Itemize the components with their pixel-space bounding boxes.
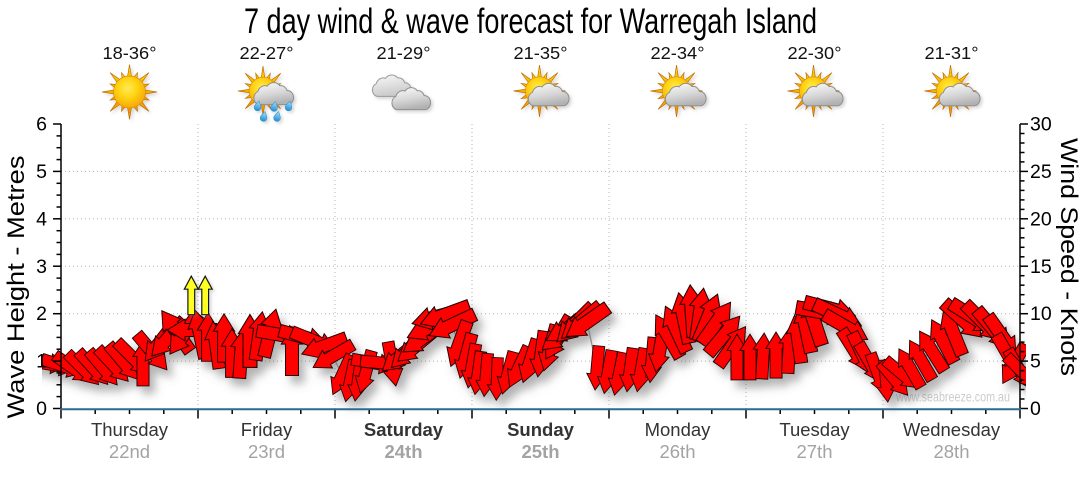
svg-text:7 day wind & wave forecast for: 7 day wind & wave forecast for Warregah … [244, 2, 817, 41]
svg-text:18-36°: 18-36° [103, 43, 157, 63]
svg-text:4: 4 [36, 208, 47, 230]
svg-text:www.seabreeze.com.au: www.seabreeze.com.au [895, 389, 1010, 405]
svg-text:Saturday: Saturday [364, 419, 444, 440]
svg-text:22-30°: 22-30° [788, 43, 842, 63]
svg-text:10: 10 [1030, 303, 1052, 325]
svg-text:Monday: Monday [645, 419, 712, 440]
svg-text:27th: 27th [796, 441, 832, 462]
svg-text:3: 3 [36, 256, 47, 278]
svg-text:30: 30 [1030, 114, 1052, 136]
svg-text:Sunday: Sunday [507, 419, 575, 440]
svg-text:5: 5 [36, 161, 47, 183]
svg-text:28th: 28th [933, 441, 969, 462]
svg-text:15: 15 [1030, 256, 1052, 278]
svg-text:22nd: 22nd [109, 441, 150, 462]
svg-text:Friday: Friday [241, 419, 293, 440]
svg-text:0: 0 [36, 398, 47, 420]
svg-text:21-31°: 21-31° [925, 43, 979, 63]
svg-text:22-34°: 22-34° [651, 43, 705, 63]
svg-text:20: 20 [1030, 208, 1052, 230]
svg-text:Thursday: Thursday [91, 419, 169, 440]
svg-text:25th: 25th [521, 441, 559, 462]
svg-text:2: 2 [36, 303, 47, 325]
svg-text:22-27°: 22-27° [240, 43, 294, 63]
svg-text:26th: 26th [659, 441, 695, 462]
svg-text:21-29°: 21-29° [377, 43, 431, 63]
svg-text:Tuesday: Tuesday [779, 419, 850, 440]
svg-text:Wave Height - Metres: Wave Height - Metres [3, 156, 30, 419]
svg-text:24th: 24th [384, 441, 422, 462]
svg-text:21-35°: 21-35° [514, 43, 568, 63]
svg-text:Wind Speed - Knots: Wind Speed - Knots [1055, 138, 1080, 376]
svg-text:1: 1 [36, 351, 47, 373]
svg-text:5: 5 [1030, 351, 1041, 373]
svg-text:25: 25 [1030, 161, 1052, 183]
svg-text:23rd: 23rd [248, 441, 285, 462]
svg-text:6: 6 [36, 114, 47, 136]
svg-text:0: 0 [1030, 398, 1041, 420]
svg-text:Wednesday: Wednesday [903, 419, 1001, 440]
